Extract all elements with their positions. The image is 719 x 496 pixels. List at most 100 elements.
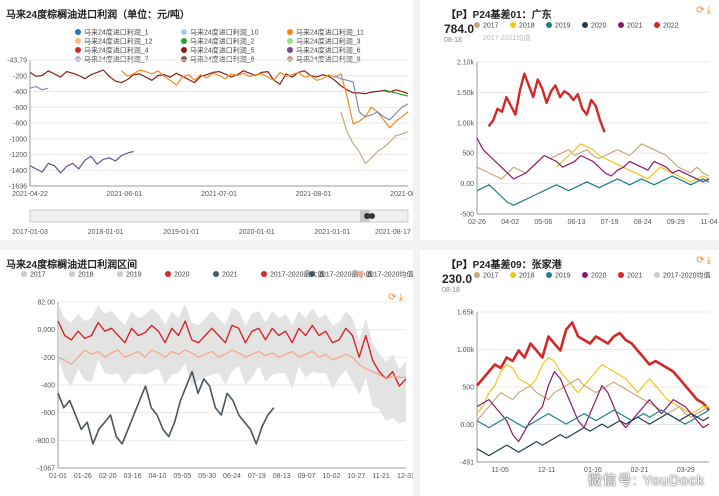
- legend-entry: 马来24度进口利润_2: [190, 37, 255, 46]
- y-tick-label: -1067: [37, 466, 55, 473]
- x-tick-label: 10-02: [322, 473, 340, 480]
- panel-bl: 马来24度棕榈油进口利润区间 ⟳⤓ 2017 2018 2019 2020 2021 20…: [0, 250, 413, 496]
- legend-marker: [75, 29, 81, 35]
- legend-entry: 2022: [663, 23, 679, 30]
- panel-br: 【P】P24基差09：张家港 ⟳⤓ 230.0 08-18 2017 2018 20…: [420, 250, 719, 496]
- legend-marker: [213, 271, 219, 277]
- legend-marker: [654, 272, 660, 278]
- y-tick-label: -491: [460, 460, 474, 467]
- series-line: [476, 321, 710, 411]
- legend-entry: 2019: [126, 272, 142, 279]
- y-tick-label: -200: [13, 73, 27, 80]
- y-tick-label: 0.00: [460, 422, 474, 429]
- legend-marker: [75, 56, 81, 62]
- series-line: [476, 356, 709, 415]
- legend-entry: 马来24度进口利润_9: [296, 55, 361, 64]
- refresh-icon[interactable]: ⟳: [696, 255, 707, 266]
- legend-marker: [181, 47, 187, 53]
- navigator-tick-label: 2020-01-01: [239, 229, 275, 236]
- panel-tl: 马来24度棕榈油进口利润（单位：元/吨） 马来24度进口利润_1 马来24度进口利…: [0, 0, 413, 240]
- navigator-tick-label: 2021-08-17: [375, 229, 411, 236]
- x-tick-label: 09-07: [298, 473, 316, 480]
- x-tick-label: 11-05: [492, 467, 509, 474]
- x-tick-label: 09-29: [667, 219, 685, 226]
- x-tick-label: 05-30: [198, 473, 216, 480]
- legend-marker: [75, 47, 81, 53]
- series-line: [476, 143, 710, 180]
- download-icon[interactable]: ⤓: [398, 292, 405, 303]
- series-line: [476, 378, 710, 421]
- toolbar-icons: ⟳⤓: [696, 5, 713, 16]
- legend-entry: 马来24度进口利润_3: [296, 37, 361, 46]
- chart-title: 马来24度棕榈油进口利润区间: [6, 260, 138, 271]
- y-tick-label: 1.00k: [457, 347, 475, 354]
- legend-entry: 2017-2020最大值: [270, 270, 324, 279]
- legend-marker: [582, 22, 588, 28]
- legend-entry: 2021: [627, 23, 643, 30]
- series-line: [29, 150, 134, 174]
- series-line: [340, 111, 409, 164]
- y-tick-label: -600: [13, 105, 27, 112]
- legend-entry: 2017-2020均值: [366, 270, 413, 279]
- legend-entry: 马来24度进口利润_5: [190, 46, 255, 55]
- series-line: [487, 72, 606, 133]
- legend-entry: 2017-2021均值: [483, 33, 530, 42]
- panel-tr: 【P】P24基差01：广东 ⟳⤓ 784.0 08-18 2017 2018 201…: [420, 0, 719, 240]
- x-tick-label: 03-29: [677, 467, 695, 474]
- x-tick-label: 2021-04-22: [12, 191, 48, 198]
- legend-entry: 2017-2020最小值: [318, 270, 372, 279]
- watermark: 微信号: YouDock: [587, 472, 705, 488]
- legend-marker: [510, 272, 516, 278]
- legend-marker: [474, 22, 480, 28]
- x-tick-label: 07-19: [248, 473, 266, 480]
- x-tick-label: 01-01: [49, 473, 67, 480]
- legend-entry: 马来24度进口利润_1: [84, 28, 149, 37]
- current-value: 230.0: [442, 272, 473, 286]
- y-tick-label: 1.50k: [457, 90, 475, 97]
- legend-entry: 2017: [483, 273, 499, 280]
- y-tick-label: -200: [41, 355, 55, 362]
- legend-entry: 2018: [519, 23, 535, 30]
- legend-marker: [117, 271, 123, 277]
- legend-marker: [21, 271, 27, 277]
- legend-marker: [165, 271, 171, 277]
- x-tick-label: 11-21: [372, 473, 389, 480]
- legend-marker: [654, 22, 660, 28]
- refresh-icon[interactable]: ⟳: [388, 292, 399, 303]
- x-tick-label: 01-16: [584, 467, 602, 474]
- y-tick-label: 2.10k: [457, 60, 475, 67]
- x-tick-label: 2021-06-01: [107, 191, 143, 198]
- download-icon[interactable]: ⤓: [706, 255, 713, 266]
- navigator-tick-label: 2019-01-01: [163, 229, 199, 236]
- legend-entry: 2021: [222, 272, 238, 279]
- x-tick-label: 12-31: [397, 473, 413, 480]
- legend-marker: [357, 271, 363, 277]
- legend-marker: [546, 22, 552, 28]
- chart-tl: 马来24度进口利润_1 马来24度进口利润_10 马来24度进口利润_11马来24度…: [7, 28, 413, 237]
- x-tick-label: 10-27: [347, 473, 365, 480]
- series-line: [476, 413, 710, 457]
- legend-marker: [474, 272, 480, 278]
- x-tick-label: 05-05: [173, 473, 191, 480]
- x-tick-label: 02-21: [630, 467, 648, 474]
- toolbar-icons: ⟳⤓: [696, 255, 713, 266]
- y-tick-label: -400: [41, 383, 55, 390]
- x-tick-label: 06-13: [567, 219, 585, 226]
- x-tick-label: 03-16: [124, 473, 142, 480]
- legend-entry: 马来24度进口利润_11: [296, 28, 364, 37]
- y-tick-label: 1.65k: [457, 310, 475, 317]
- y-tick-label: 500: [462, 385, 474, 392]
- y-tick-label: 82.00: [37, 300, 55, 307]
- y-tick-label: 1.00k: [457, 120, 475, 127]
- legend-entry: 2019: [555, 273, 571, 280]
- legend-marker: [181, 56, 187, 62]
- legend-marker: [618, 22, 624, 28]
- x-tick-label: 2021-07-01: [201, 191, 237, 198]
- legend-marker: [181, 29, 187, 35]
- navigator-handle: [364, 213, 370, 219]
- x-tick-label: 2021-08-01: [296, 191, 332, 198]
- legend-marker: [309, 271, 315, 277]
- download-icon[interactable]: ⤓: [706, 5, 713, 16]
- refresh-icon[interactable]: ⟳: [696, 5, 707, 16]
- x-tick-label: 2021-08-17: [390, 191, 413, 198]
